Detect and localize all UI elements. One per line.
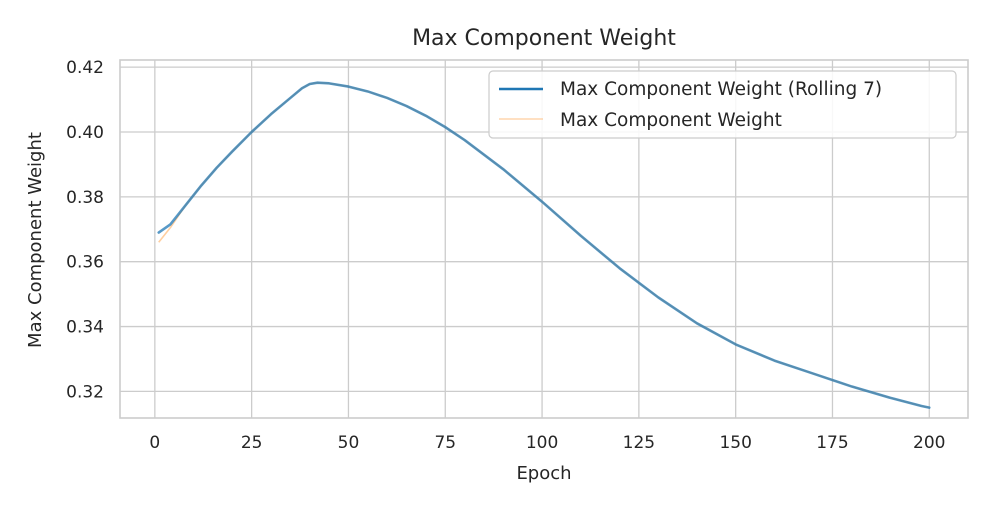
x-tick-label: 75 (434, 433, 456, 453)
x-tick-label: 150 (719, 433, 751, 453)
x-tick-label: 200 (913, 433, 945, 453)
y-axis-label: Max Component Weight (25, 132, 46, 348)
chart-title: Max Component Weight (412, 26, 676, 51)
plot-frame (119, 59, 969, 419)
series-line-rolling (157, 81, 931, 409)
y-tick-label: 0.40 (66, 123, 104, 143)
legend-label-raw: Max Component Weight (560, 110, 782, 131)
legend-label-rolling: Max Component Weight (Rolling 7) (560, 79, 882, 100)
y-tick-label: 0.38 (66, 188, 104, 208)
x-tick-label: 100 (526, 433, 558, 453)
x-tick-label: 175 (816, 433, 848, 453)
y-tick-label: 0.36 (66, 253, 104, 273)
legend-box (488, 70, 957, 139)
x-tick-label: 125 (623, 433, 655, 453)
x-tick-label: 0 (149, 433, 160, 453)
x-tick-label: 50 (338, 433, 360, 453)
y-tick-label: 0.32 (66, 382, 104, 402)
y-tick-label: 0.42 (66, 58, 104, 78)
x-tick-label: 25 (241, 433, 263, 453)
y-tick-label: 0.34 (66, 318, 104, 338)
x-axis-label: Epoch (516, 463, 571, 484)
legend: Max Component Weight (Rolling 7) Max Com… (488, 70, 957, 139)
